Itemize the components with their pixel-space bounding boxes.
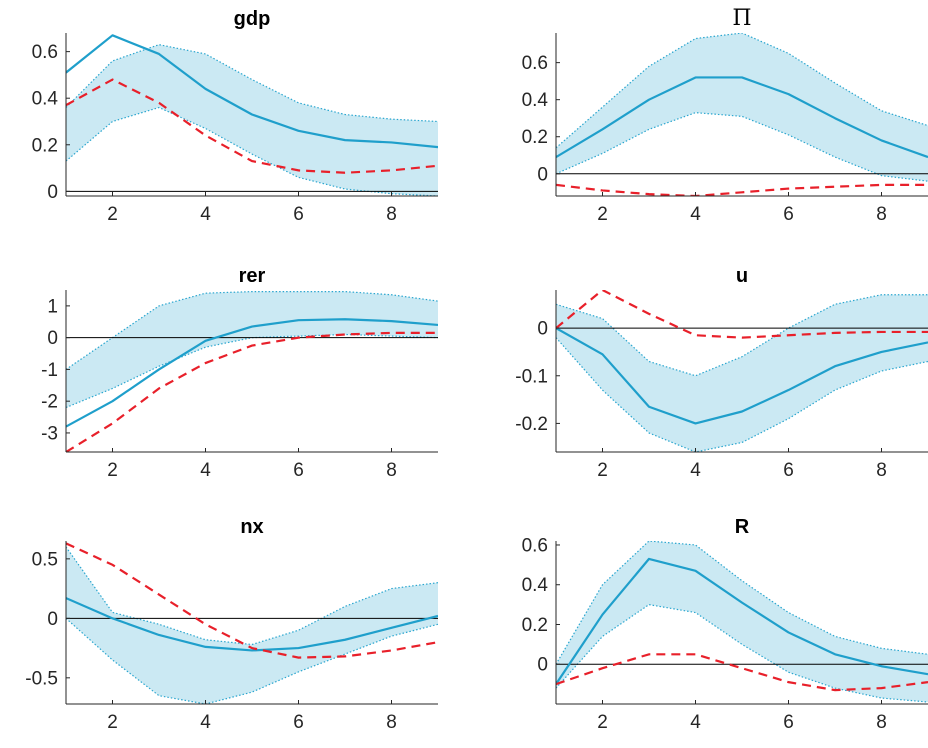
x-tick-label: 8: [876, 460, 887, 481]
x-tick-label: 8: [876, 712, 887, 733]
panel-title: u: [736, 265, 748, 287]
x-tick-label: 8: [386, 204, 397, 225]
confidence-band: [556, 33, 928, 182]
y-tick-label: -2: [41, 392, 58, 413]
band-upper-edge: [556, 541, 928, 665]
y-tick-label: 0.2: [522, 127, 548, 148]
y-tick-label: 0.4: [522, 575, 549, 596]
median-response-line: [66, 318, 438, 428]
model-response-line: [66, 78, 438, 174]
median-response-line: [556, 557, 928, 685]
model-response-line: [66, 331, 438, 452]
confidence-band: [66, 44, 438, 196]
x-tick-label: 6: [293, 204, 304, 225]
median-response-line: [66, 597, 438, 652]
y-tick-label: 0: [47, 328, 58, 349]
panel-title: rer: [239, 265, 266, 287]
y-tick-label: 0: [537, 164, 548, 185]
panel-title: gdp: [234, 8, 271, 30]
x-tick-label: 4: [200, 204, 211, 225]
plot-content: [66, 290, 438, 452]
x-tick-label: 6: [783, 204, 794, 225]
panel-rer: 2 4 6 8 -3 -2 -1 0 1 rer: [41, 265, 438, 481]
x-tick-label: 4: [690, 204, 701, 225]
y-tick-label: 0.2: [522, 615, 548, 636]
panel-u: 2 4 6 8 -0.2 -0.1 0 u: [515, 265, 928, 481]
x-tick-label: 6: [783, 712, 794, 733]
y-tick-label: -0.1: [515, 366, 548, 387]
plot-content: [556, 541, 928, 703]
y-tick-label: -1: [41, 360, 58, 381]
y-tick-label: 0.2: [32, 135, 58, 156]
band-lower-edge: [556, 603, 928, 703]
x-tick-label: 4: [690, 712, 701, 733]
y-tick-label: 0: [537, 655, 548, 676]
plot-content: [556, 33, 928, 196]
band-lower-edge: [556, 337, 928, 452]
model-response-line: [66, 542, 438, 659]
x-tick-label: 2: [107, 204, 118, 225]
band-lower-edge: [66, 617, 438, 704]
panel-pi: 2 4 6 8 0 0.2 0.4 0.6 Π: [522, 6, 928, 225]
x-tick-label: 6: [293, 712, 304, 733]
y-tick-label: 1: [47, 296, 58, 317]
x-tick-label: 8: [876, 204, 887, 225]
band-upper-edge: [66, 290, 438, 370]
x-tick-label: 8: [386, 712, 397, 733]
x-tick-label: 6: [783, 460, 794, 481]
y-tick-label: 0: [47, 182, 58, 203]
x-tick-label: 2: [597, 204, 608, 225]
x-tick-label: 4: [200, 712, 211, 733]
panel-title: Π: [732, 6, 751, 31]
model-response-line: [556, 290, 928, 339]
confidence-band: [66, 291, 438, 408]
y-tick-label: 0.6: [32, 42, 58, 63]
model-response-line: [556, 653, 928, 692]
model-response-line: [556, 183, 928, 196]
plot-content: [66, 34, 438, 196]
y-tick-label: 0.4: [522, 90, 549, 111]
plot-content: [66, 542, 438, 704]
x-tick-label: 2: [107, 712, 118, 733]
y-tick-label: 0: [47, 609, 58, 630]
panel-title: R: [735, 516, 750, 538]
panel-nx: 2 4 6 8 -0.5 0 0.5 nx: [25, 516, 438, 733]
x-tick-label: 4: [690, 460, 701, 481]
x-tick-label: 8: [386, 460, 397, 481]
median-response-line: [556, 76, 928, 159]
x-tick-label: 2: [597, 460, 608, 481]
confidence-band: [556, 541, 928, 703]
y-tick-label: -0.5: [25, 668, 58, 689]
confidence-band: [66, 546, 438, 704]
band-upper-edge: [66, 546, 438, 646]
y-tick-label: -3: [41, 423, 58, 444]
median-response-line: [66, 34, 438, 149]
y-tick-label: 0.6: [522, 53, 548, 74]
band-upper-edge: [66, 44, 438, 123]
x-tick-label: 6: [293, 460, 304, 481]
plot-content: [556, 290, 928, 452]
band-lower-edge: [66, 106, 438, 196]
y-tick-label: 0.6: [522, 535, 548, 556]
x-tick-label: 4: [200, 460, 211, 481]
median-response-line: [556, 327, 928, 425]
y-tick-label: -0.2: [515, 414, 548, 435]
y-tick-label: 0.5: [32, 549, 58, 570]
y-tick-label: 0.4: [32, 89, 59, 110]
y-tick-label: 0: [537, 319, 548, 340]
panel-r: 2 4 6 8 0 0.2 0.4 0.6 R: [522, 516, 928, 733]
x-tick-label: 2: [107, 460, 118, 481]
band-upper-edge: [556, 294, 928, 377]
panel-title: nx: [240, 516, 263, 538]
panel-gdp: 2 4 6 8 0 0.2 0.4 0.6 gdp: [32, 8, 438, 225]
x-tick-label: 2: [597, 712, 608, 733]
confidence-band: [556, 294, 928, 452]
